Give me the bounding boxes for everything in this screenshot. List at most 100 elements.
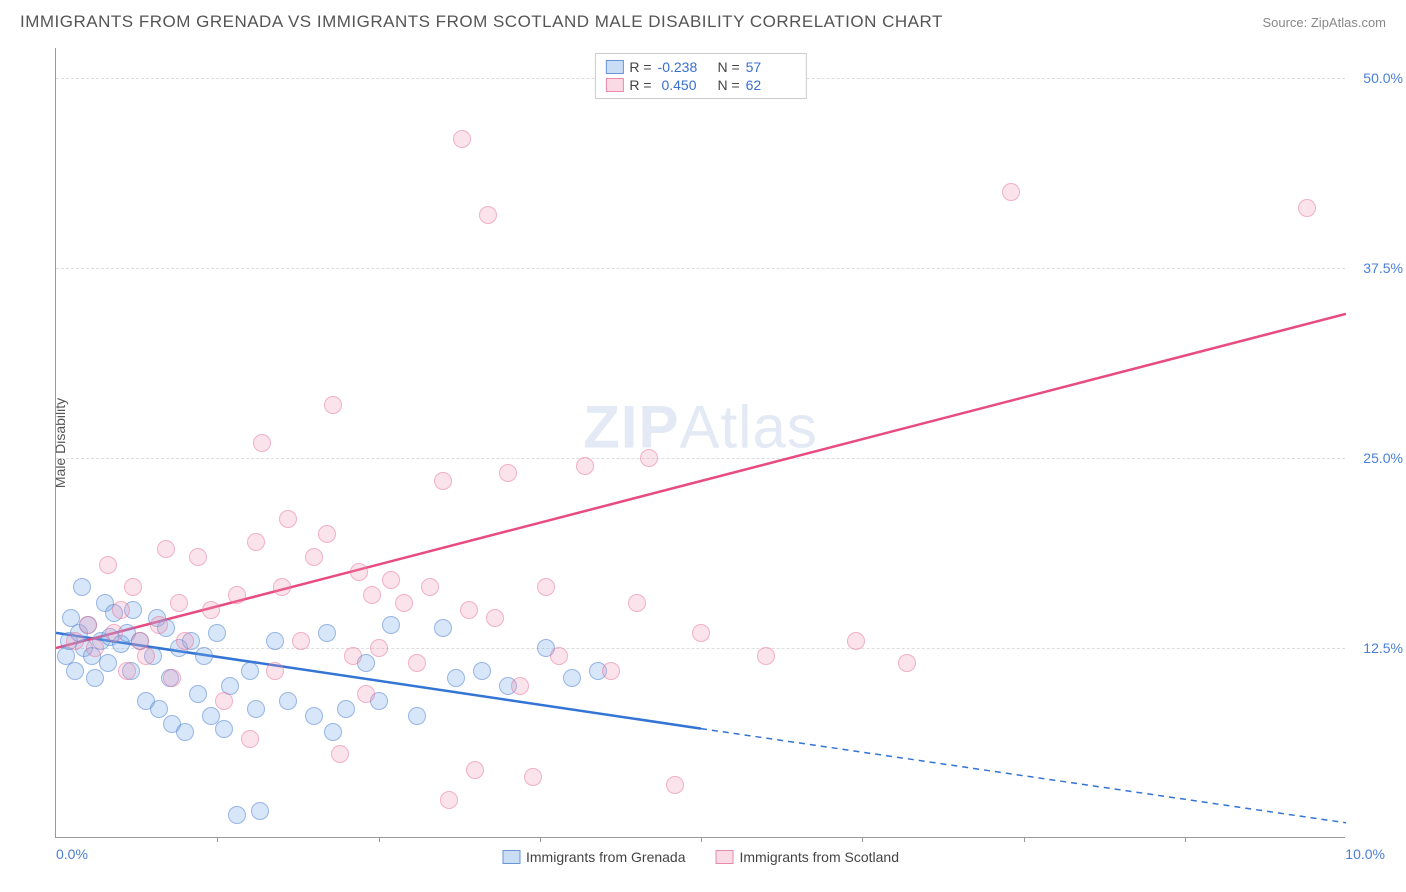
data-point-scotland: [86, 639, 104, 657]
data-point-scotland: [486, 609, 504, 627]
n-value-scotland: 62: [746, 77, 796, 93]
data-point-grenada: [73, 578, 91, 596]
data-point-grenada: [241, 662, 259, 680]
data-point-grenada: [99, 654, 117, 672]
y-tick: 12.5%: [1363, 640, 1403, 656]
data-point-scotland: [434, 472, 452, 490]
r-value-scotland: 0.450: [658, 77, 708, 93]
data-point-scotland: [511, 677, 529, 695]
data-point-scotland: [215, 692, 233, 710]
x-tick-min: 0.0%: [56, 846, 88, 862]
data-point-grenada: [266, 632, 284, 650]
data-point-scotland: [395, 594, 413, 612]
data-point-scotland: [279, 510, 297, 528]
data-point-scotland: [150, 616, 168, 634]
gridline: [56, 458, 1345, 459]
chart-title: IMMIGRANTS FROM GRENADA VS IMMIGRANTS FR…: [20, 12, 943, 32]
n-value-grenada: 57: [746, 59, 796, 75]
data-point-scotland: [247, 533, 265, 551]
data-point-grenada: [86, 669, 104, 687]
data-point-scotland: [331, 745, 349, 763]
data-point-grenada: [473, 662, 491, 680]
data-point-scotland: [273, 578, 291, 596]
data-point-scotland: [170, 594, 188, 612]
data-point-grenada: [279, 692, 297, 710]
x-tick-mark: [1024, 837, 1025, 842]
data-point-scotland: [1298, 199, 1316, 217]
data-point-scotland: [628, 594, 646, 612]
data-point-scotland: [537, 578, 555, 596]
legend-scotland: Immigrants from Scotland: [716, 849, 900, 865]
chart: Male Disability ZIPAtlas 12.5%25.0%37.5%…: [55, 48, 1365, 838]
data-point-scotland: [666, 776, 684, 794]
data-point-scotland: [1002, 183, 1020, 201]
data-point-grenada: [337, 700, 355, 718]
x-tick-mark: [379, 837, 380, 842]
data-point-scotland: [253, 434, 271, 452]
legend-grenada: Immigrants from Grenada: [502, 849, 686, 865]
data-point-scotland: [324, 396, 342, 414]
data-point-scotland: [118, 662, 136, 680]
data-point-grenada: [324, 723, 342, 741]
data-point-scotland: [157, 540, 175, 558]
data-point-scotland: [292, 632, 310, 650]
data-point-scotland: [241, 730, 259, 748]
plot-area: ZIPAtlas 12.5%25.0%37.5%50.0% R = -0.238…: [55, 48, 1345, 838]
data-point-scotland: [124, 578, 142, 596]
trend-line-grenada-ext: [701, 729, 1346, 823]
data-point-scotland: [757, 647, 775, 665]
data-point-scotland: [112, 601, 130, 619]
gridline: [56, 268, 1345, 269]
y-tick: 50.0%: [1363, 70, 1403, 86]
data-point-grenada: [305, 707, 323, 725]
data-point-scotland: [79, 616, 97, 634]
data-point-scotland: [576, 457, 594, 475]
legend-swatch-pink: [716, 850, 734, 864]
data-point-scotland: [163, 669, 181, 687]
data-point-grenada: [318, 624, 336, 642]
data-point-scotland: [898, 654, 916, 672]
data-point-scotland: [99, 556, 117, 574]
source-label: Source: ZipAtlas.com: [1262, 15, 1386, 30]
data-point-scotland: [692, 624, 710, 642]
trend-line-scotland: [56, 314, 1346, 648]
data-point-scotland: [421, 578, 439, 596]
stats-row-grenada: R = -0.238 N = 57: [605, 58, 795, 76]
y-tick: 37.5%: [1363, 260, 1403, 276]
x-tick-mark: [701, 837, 702, 842]
data-point-scotland: [363, 586, 381, 604]
data-point-scotland: [440, 791, 458, 809]
data-point-scotland: [266, 662, 284, 680]
x-tick-max: 10.0%: [1345, 846, 1385, 862]
data-point-scotland: [408, 654, 426, 672]
data-point-grenada: [208, 624, 226, 642]
data-point-grenada: [251, 802, 269, 820]
data-point-scotland: [350, 563, 368, 581]
data-point-scotland: [524, 768, 542, 786]
data-point-grenada: [150, 700, 168, 718]
data-point-scotland: [479, 206, 497, 224]
data-point-scotland: [460, 601, 478, 619]
data-point-grenada: [228, 806, 246, 824]
data-point-grenada: [408, 707, 426, 725]
data-point-grenada: [434, 619, 452, 637]
watermark: ZIPAtlas: [583, 392, 818, 461]
r-value-grenada: -0.238: [658, 59, 708, 75]
data-point-scotland: [847, 632, 865, 650]
legend-swatch-blue: [502, 850, 520, 864]
data-point-scotland: [105, 624, 123, 642]
data-point-scotland: [640, 449, 658, 467]
gridline: [56, 648, 1345, 649]
data-point-scotland: [189, 548, 207, 566]
y-tick: 25.0%: [1363, 450, 1403, 466]
stats-legend: R = -0.238 N = 57 R = 0.450 N = 62: [594, 53, 806, 99]
data-point-grenada: [247, 700, 265, 718]
stats-row-scotland: R = 0.450 N = 62: [605, 76, 795, 94]
data-point-scotland: [137, 647, 155, 665]
swatch-blue: [605, 60, 623, 74]
legend-label-scotland: Immigrants from Scotland: [740, 849, 900, 865]
legend-label-grenada: Immigrants from Grenada: [526, 849, 686, 865]
data-point-grenada: [66, 662, 84, 680]
data-point-scotland: [318, 525, 336, 543]
data-point-scotland: [453, 130, 471, 148]
